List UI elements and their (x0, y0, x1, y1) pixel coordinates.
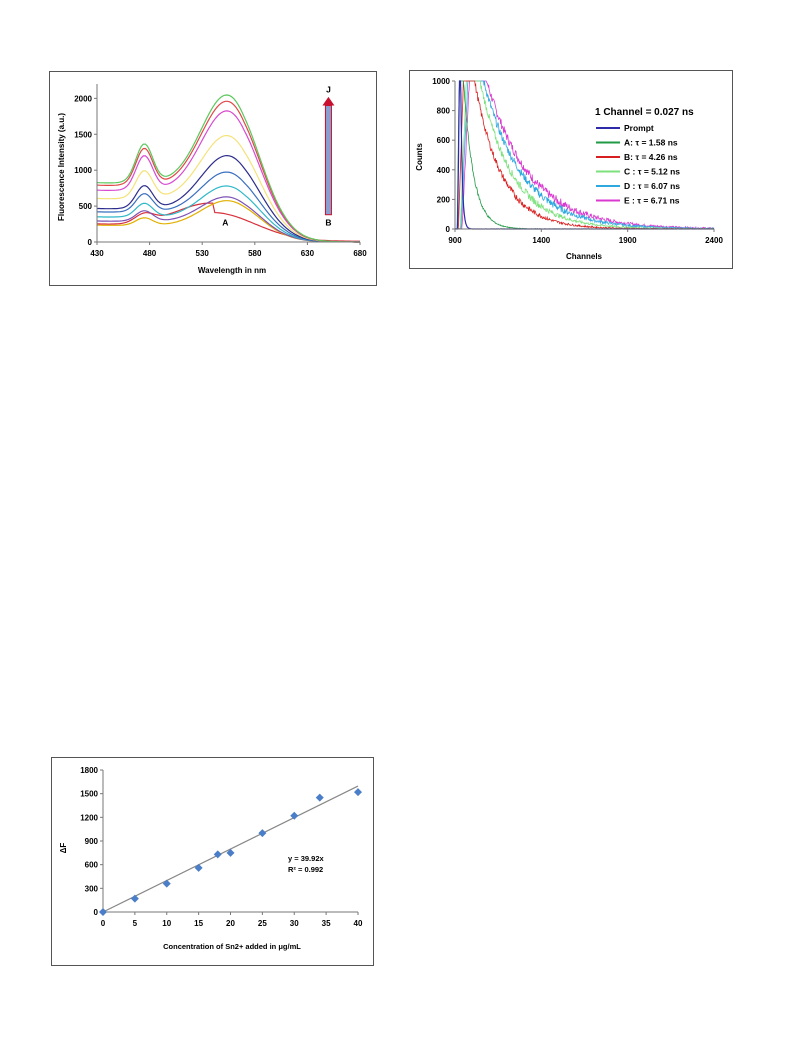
y-tick-label: 0 (94, 908, 99, 917)
fluorescence-spectra-chart: 430 480 530 580 630 680 0 500 1000 1500 2000 Wavel… (49, 71, 377, 286)
x-tick-label: 15 (194, 919, 203, 928)
tick-labels: 0 5 10 15 20 25 30 35 40 0 300 600 900 1200 1500 1800 (80, 766, 363, 928)
annotation-label: B (325, 217, 331, 227)
data-point (130, 894, 139, 903)
data-point (194, 863, 203, 872)
lifetime-decay-chart: 900 1400 1900 2400 0 200 400 600 800 1000 Channel… (409, 70, 733, 269)
x-tick-label: 10 (162, 919, 171, 928)
legend-label: C : τ = 5.12 ns (624, 167, 680, 177)
x-axis-title: Wavelength in nm (198, 266, 266, 275)
decay-line (455, 80, 715, 230)
arrow-shaft (324, 105, 332, 216)
x-axis-title: Concentration of Sn2+ added in μg/mL (163, 942, 301, 951)
x-tick-label: 35 (322, 919, 331, 928)
x-tick-label: 30 (290, 919, 299, 928)
spectrum-line (97, 200, 360, 243)
data-point (354, 788, 362, 797)
axes (94, 84, 361, 245)
legend-label: D : τ = 6.07 ns (624, 181, 680, 191)
annotation-label: J (326, 85, 331, 95)
y-tick-label: 800 (437, 107, 451, 116)
x-tick-label: 680 (353, 249, 367, 258)
data-point (99, 908, 107, 916)
axes (452, 80, 715, 232)
r-squared-label: R² = 0.992 (288, 865, 323, 874)
x-tick-label: 20 (226, 919, 235, 928)
legend-label: A: τ = 1.58 ns (624, 138, 678, 148)
data-point (162, 879, 171, 888)
x-tick-label: 900 (448, 236, 462, 245)
x-tick-label: 1400 (532, 236, 550, 245)
spectrum-line (97, 196, 360, 243)
x-tick-label: 40 (354, 919, 363, 928)
y-tick-label: 1500 (74, 130, 92, 139)
spectrum-line (96, 171, 360, 243)
channel-annotation: 1 Channel = 0.027 ns (595, 107, 694, 118)
x-axis-title: Channels (566, 252, 603, 261)
x-tick-label: 530 (196, 249, 210, 258)
increase-arrow (322, 96, 335, 216)
spectrum-line (96, 94, 360, 243)
spectrum-line (97, 135, 360, 243)
y-axis-title: Counts (415, 143, 424, 171)
y-tick-label: 600 (437, 136, 451, 145)
y-tick-label: 1000 (74, 166, 92, 175)
legend-label: E : τ = 6.71 ns (624, 196, 680, 206)
data-point (258, 829, 267, 838)
legend-label: B: τ = 4.26 ns (624, 152, 678, 162)
y-tick-label: 300 (85, 884, 99, 893)
y-tick-label: 0 (446, 225, 451, 234)
decay-line (454, 80, 715, 230)
tick-labels: 900 1400 1900 2400 0 200 400 600 800 1000 (432, 77, 723, 245)
x-tick-label: 580 (248, 249, 262, 258)
y-tick-label: 1800 (80, 766, 98, 775)
x-tick-label: 2400 (705, 236, 723, 245)
x-tick-label: 630 (301, 249, 315, 258)
y-tick-label: 200 (437, 195, 451, 204)
y-tick-label: 400 (437, 166, 451, 175)
data-point (290, 811, 299, 820)
y-axis-title: ΔF (59, 843, 68, 854)
data-point (315, 793, 324, 802)
y-tick-label: 2000 (74, 94, 92, 103)
data-point (213, 850, 222, 859)
legend: Prompt A: τ = 1.58 ns B: τ = 4.26 ns C : τ … (596, 123, 680, 206)
x-tick-label: 480 (143, 249, 157, 258)
y-tick-label: 1200 (80, 813, 98, 822)
x-tick-label: 430 (90, 249, 104, 258)
x-tick-label: 1900 (619, 236, 637, 245)
spectrum-line (96, 110, 360, 243)
annotation-label: A (222, 217, 228, 227)
fluorescence-spectra-plot: 430 480 530 580 630 680 0 500 1000 1500 2000 Wavel… (57, 84, 367, 275)
calibration-plot: 0 5 10 15 20 25 30 35 40 0 300 600 900 1200 1500 1800 C… (59, 766, 363, 951)
lifetime-decay-plot: 900 1400 1900 2400 0 200 400 600 800 1000 Channel… (415, 77, 723, 261)
data-points (99, 788, 362, 916)
arrow-head (322, 96, 335, 106)
spectra-series-group (96, 94, 360, 243)
x-tick-label: 0 (101, 919, 106, 928)
y-tick-label: 0 (88, 238, 93, 247)
legend-label: Prompt (624, 123, 654, 133)
axes (100, 769, 359, 915)
y-tick-label: 1000 (432, 77, 450, 86)
y-tick-label: 500 (79, 202, 93, 211)
annotations: J B A (222, 85, 331, 228)
y-tick-label: 900 (85, 837, 99, 846)
data-point (226, 848, 235, 857)
y-tick-label: 600 (85, 861, 99, 870)
y-tick-label: 1500 (80, 790, 98, 799)
x-tick-label: 25 (258, 919, 267, 928)
tick-labels: 430 480 530 580 630 680 0 500 1000 1500 2000 (74, 94, 367, 258)
calibration-chart: 0 5 10 15 20 25 30 35 40 0 300 600 900 1200 1500 1800 C… (51, 757, 374, 966)
trend-equation: y = 39.92x (288, 854, 324, 863)
x-tick-label: 5 (133, 919, 138, 928)
y-axis-title: Fluorescence Intensity (a.u.) (57, 113, 66, 221)
